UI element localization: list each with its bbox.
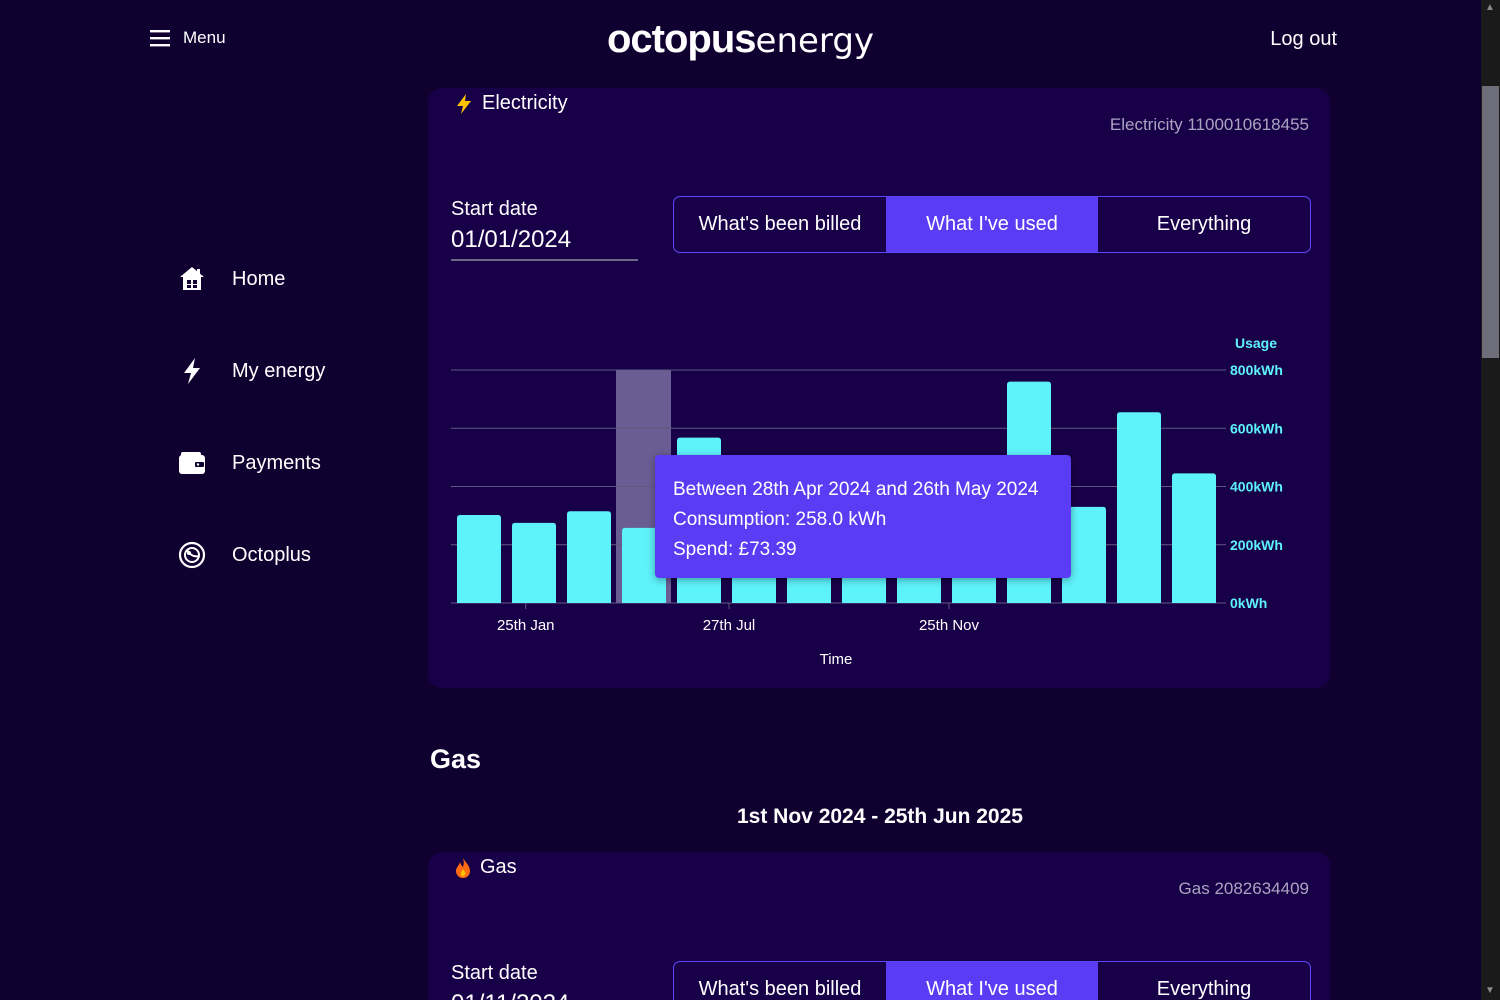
sidebar-item-payments[interactable]: Payments [178,449,321,477]
gas-tab-everything[interactable]: Everything [1156,978,1252,1000]
x-tick-label: 25th Nov [919,617,980,634]
view-toggle: What's been billed What I've used Everyt… [673,196,1311,253]
chart-tooltip: Between 28th Apr 2024 and 26th May 2024 … [655,455,1071,578]
logo-light-text: energy [755,21,875,61]
chart-bar [1117,412,1161,603]
scroll-down-icon[interactable]: ▼ [1485,985,1495,996]
gas-card: Gas Gas 2082634409 Start date 01/11/2024… [428,852,1330,1000]
gas-tab-whats-been-billed[interactable]: What's been billed [698,978,862,1000]
electricity-meter-number: Electricity 1100010618455 [1109,115,1309,134]
tab-everything[interactable]: Everything [1156,213,1252,235]
gas-start-date-value: 01/11/2024 [451,990,638,1000]
sidebar-item-label: Octoplus [232,543,311,566]
page-scrollbar[interactable]: ▲ ▼ [1481,0,1500,1000]
chart-bar [1172,473,1216,603]
sidebar-item-home[interactable]: Home [178,265,285,293]
gas-section-title: Gas [430,744,482,774]
octopus-energy-logo[interactable]: octopusenergy [607,16,874,64]
electricity-title-text: Electricity [482,92,568,114]
sidebar-item-octoplus[interactable]: Octoplus [178,541,311,569]
chart-bar [512,522,556,603]
menu-label: Menu [183,28,226,47]
octoplus-icon [178,541,206,569]
gas-meter-number: Gas 2082634409 [1178,879,1309,898]
tooltip-consumption: Consumption: 258.0 kWh [673,509,887,530]
tab-whats-been-billed[interactable]: What's been billed [698,213,862,235]
gas-tab-what-ive-used[interactable]: What I've used [886,962,1098,1000]
y-axis-label: Usage [1235,335,1277,351]
gas-start-date-field[interactable]: Start date 01/11/2024 [451,962,638,1000]
gas-view-toggle: What's been billed What I've used Everyt… [673,961,1311,1000]
sidebar-item-label: Home [232,267,286,290]
x-axis-label: Time [820,651,853,668]
tab-what-ive-used[interactable]: What I've used [886,197,1098,252]
start-date-label: Start date [451,198,538,220]
sidebar-item-label: Payments [232,451,321,474]
home-icon [180,267,204,290]
lightning-icon [457,93,471,114]
electricity-usage-chart: 0kWh 200kWh 400kWh 600kWh 800kWh Usage 25th Ja… [451,335,1283,668]
electricity-card-title: Electricity [454,92,568,115]
y-tick-label: 800kWh [1230,362,1283,378]
logout-button[interactable]: Log out [1270,28,1337,50]
hamburger-icon [150,30,170,47]
sidebar-item-label: My energy [232,359,326,382]
x-tick-label: 25th Jan [497,617,555,634]
tooltip-spend: Spend: £73.39 [673,539,797,560]
gas-title-text: Gas [480,856,517,878]
chart-bar [567,511,611,603]
wallet-icon [179,452,205,474]
chart-bar [1062,506,1106,603]
logo-bold-text: octopus [607,17,757,61]
lightning-icon [184,358,200,384]
gas-start-date-label: Start date [451,962,538,984]
y-tick-label: 200kWh [1230,537,1283,553]
start-date-field[interactable]: Start date 01/01/2024 [451,198,638,261]
y-tick-label: 0kWh [1230,595,1267,611]
chart-bar [457,515,501,603]
gas-date-range: 1st Nov 2024 - 25th Jun 2025 [737,805,1023,828]
start-date-value: 01/01/2024 [451,226,572,253]
gas-card-title: Gas [454,856,517,879]
flame-icon [456,857,470,878]
x-tick-label: 27th Jul [703,617,756,634]
scrollbar-thumb[interactable] [1482,86,1499,358]
y-tick-label: 600kWh [1230,420,1283,436]
scroll-up-icon[interactable]: ▲ [1485,2,1495,13]
y-tick-label: 400kWh [1230,479,1283,495]
menu-button[interactable]: Menu [150,28,226,48]
tooltip-period: Between 28th Apr 2024 and 26th May 2024 [673,479,1039,500]
sidebar-item-my-energy[interactable]: My energy [178,357,325,385]
